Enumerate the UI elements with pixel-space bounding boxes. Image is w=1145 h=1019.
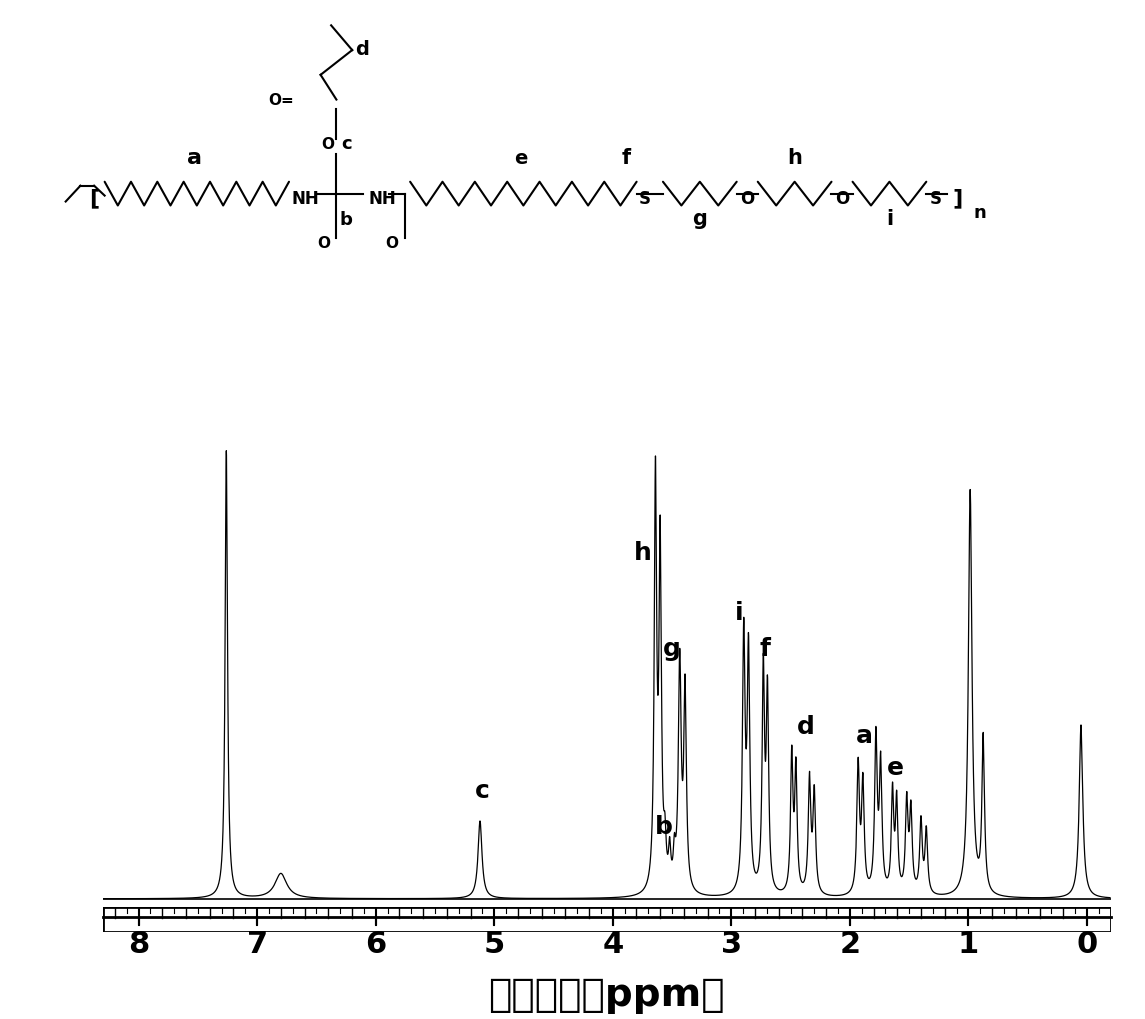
Text: NH: NH [291,190,318,208]
Text: h: h [633,541,652,566]
Text: O: O [386,236,398,251]
Text: NH: NH [368,190,396,208]
Text: c: c [475,779,490,803]
Text: c: c [341,136,353,153]
Text: i: i [735,601,744,625]
Text: [: [ [89,189,100,209]
Text: b: b [655,815,672,840]
Text: S: S [930,190,941,208]
Text: n: n [973,205,987,222]
Text: O: O [317,236,330,251]
Text: d: d [797,715,815,739]
Text: a: a [855,725,872,748]
Text: f: f [622,148,631,168]
Text: e: e [514,149,528,168]
Text: O: O [740,190,755,208]
Text: O: O [322,138,334,152]
Text: b: b [340,211,353,229]
Text: d: d [355,40,369,59]
Text: ]: ] [953,189,963,209]
Text: i: i [886,209,893,229]
Text: S: S [639,190,650,208]
Text: g: g [693,209,708,229]
Text: g: g [663,637,681,661]
Text: h: h [788,148,802,168]
Text: e: e [886,756,903,781]
Text: a: a [187,148,202,168]
Text: O=: O= [269,93,294,108]
Text: O: O [835,190,848,208]
X-axis label: 化学位移（ppm）: 化学位移（ppm） [489,976,725,1014]
Text: f: f [759,637,769,661]
